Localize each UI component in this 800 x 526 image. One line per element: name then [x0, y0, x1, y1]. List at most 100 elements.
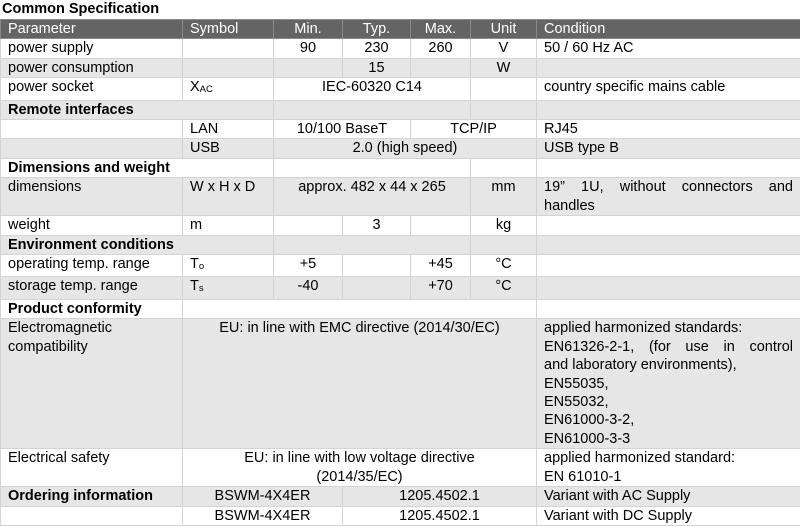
condition-line: applied harmonized standard: [544, 449, 793, 467]
table-header: Parameter Symbol Min. Typ. Max. Unit Con… [1, 20, 800, 39]
section-row: Remote interfaces [1, 100, 800, 119]
value-cell: approx. 482 x 44 x 265 [274, 178, 471, 216]
page-title: Common Specification [2, 0, 159, 18]
unit-cell: kg [471, 216, 537, 235]
value-cell: EU: in line with EMC directive (2014/30/… [183, 319, 537, 449]
value-cell: TCP/IP [411, 120, 537, 139]
table-row: weight m 3 kg [1, 216, 800, 235]
section-row: Dimensions and weight [1, 158, 800, 177]
param-cell: power consumption [1, 58, 183, 77]
value-cell: IEC-60320 C14 [274, 78, 471, 100]
symbol-cell: m [183, 216, 274, 235]
variant-cell: Variant with DC Supply [537, 506, 800, 525]
empty-cell [1, 139, 183, 158]
param-line: Electromagnetic [8, 319, 175, 337]
unit-cell: °C [471, 277, 537, 299]
unit-cell: °C [471, 255, 537, 277]
symbol-cell: LAN [183, 120, 274, 139]
empty-cell [343, 255, 411, 277]
table-row: BSWM-4X4ER 1205.4502.1 Variant with DC S… [1, 506, 800, 525]
table-row: storage temp. range Ts -40 +70 °C [1, 277, 800, 299]
table-row: power consumption 15 W [1, 58, 800, 77]
table-row: USB 2.0 (high speed) USB type B [1, 139, 800, 158]
table-row: Electrical safety EU: in line with low v… [1, 449, 800, 487]
empty-cell [274, 100, 471, 119]
header-parameter: Parameter [1, 20, 183, 39]
condition-cell: applied harmonized standard:EN 61010-1 [537, 449, 800, 487]
param-line: compatibility [8, 338, 175, 356]
param-cell: operating temp. range [1, 255, 183, 277]
empty-cell [471, 158, 537, 177]
order-number-cell: 1205.4502.1 [343, 506, 537, 525]
section-heading: Remote interfaces [1, 100, 274, 119]
typ-cell: 230 [343, 39, 411, 58]
empty-cell [537, 235, 800, 254]
empty-cell [183, 39, 274, 58]
symbol-cell: Ts [183, 277, 274, 299]
symbol-cell: To [183, 255, 274, 277]
header-min: Min. [274, 20, 343, 39]
variant-cell: Variant with AC Supply [537, 487, 800, 506]
value-cell: 2.0 (high speed) [274, 139, 537, 158]
section-heading: Environment conditions [1, 235, 274, 254]
table-row: Ordering information BSWM-4X4ER 1205.450… [1, 487, 800, 506]
condition-line: EN55035, [544, 375, 793, 393]
table-row: operating temp. range To +5 +45 °C [1, 255, 800, 277]
empty-cell [537, 277, 800, 299]
header-max: Max. [411, 20, 471, 39]
symbol-cell: USB [183, 139, 274, 158]
min-cell: 90 [274, 39, 343, 58]
unit-cell: W [471, 58, 537, 77]
condition-line: applied harmonized standards: [544, 319, 793, 337]
empty-cell [1, 120, 183, 139]
specification-table: Parameter Symbol Min. Typ. Max. Unit Con… [0, 19, 800, 526]
section-heading: Ordering information [1, 487, 183, 506]
unit-cell: mm [471, 178, 537, 216]
symbol-text: T [190, 256, 199, 272]
table-row: LAN 10/100 BaseT TCP/IP RJ45 [1, 120, 800, 139]
param-cell: power supply [1, 39, 183, 58]
value-cell: 10/100 BaseT [274, 120, 411, 139]
empty-cell [274, 58, 343, 77]
table-row: power socket XAC IEC-60320 C14 country s… [1, 78, 800, 100]
symbol-cell: W x H x D [183, 178, 274, 216]
symbol-cell: XAC [183, 78, 274, 100]
header-condition: Condition [537, 20, 800, 39]
header-unit: Unit [471, 20, 537, 39]
model-cell: BSWM-4X4ER [183, 506, 343, 525]
symbol-text: T [190, 278, 199, 294]
param-cell: storage temp. range [1, 277, 183, 299]
empty-cell [537, 158, 800, 177]
condition-line: EN61000-3-3 [544, 430, 793, 448]
empty-cell [537, 100, 800, 119]
condition-line: and laboratory environments), [544, 356, 793, 374]
empty-cell [537, 58, 800, 77]
empty-cell [537, 299, 800, 318]
condition-line: EN 61010-1 [544, 468, 793, 486]
symbol-subscript: AC [200, 84, 213, 95]
min-cell: -40 [274, 277, 343, 299]
typ-cell: 15 [343, 58, 411, 77]
empty-cell [411, 58, 471, 77]
condition-line: EN55032, [544, 393, 793, 411]
model-cell: BSWM-4X4ER [183, 487, 343, 506]
empty-cell [471, 235, 537, 254]
min-cell: +5 [274, 255, 343, 277]
value-line: EU: in line with low voltage directive [190, 449, 529, 467]
condition-line: handles [544, 197, 793, 215]
value-cell: EU: in line with low voltage directive(2… [183, 449, 537, 487]
symbol-text: X [190, 79, 200, 95]
section-row: Product conformity [1, 299, 800, 318]
condition-cell: applied harmonized standards: EN61326-2-… [537, 319, 800, 449]
max-cell: +70 [411, 277, 471, 299]
condition-cell: USB type B [537, 139, 800, 158]
typ-cell: 3 [343, 216, 411, 235]
empty-cell [274, 235, 471, 254]
value-line: (2014/35/EC) [190, 468, 529, 486]
section-heading: Product conformity [1, 299, 183, 318]
param-cell: dimensions [1, 178, 183, 216]
param-cell: Electrical safety [1, 449, 183, 487]
table-row: dimensions W x H x D approx. 482 x 44 x … [1, 178, 800, 216]
